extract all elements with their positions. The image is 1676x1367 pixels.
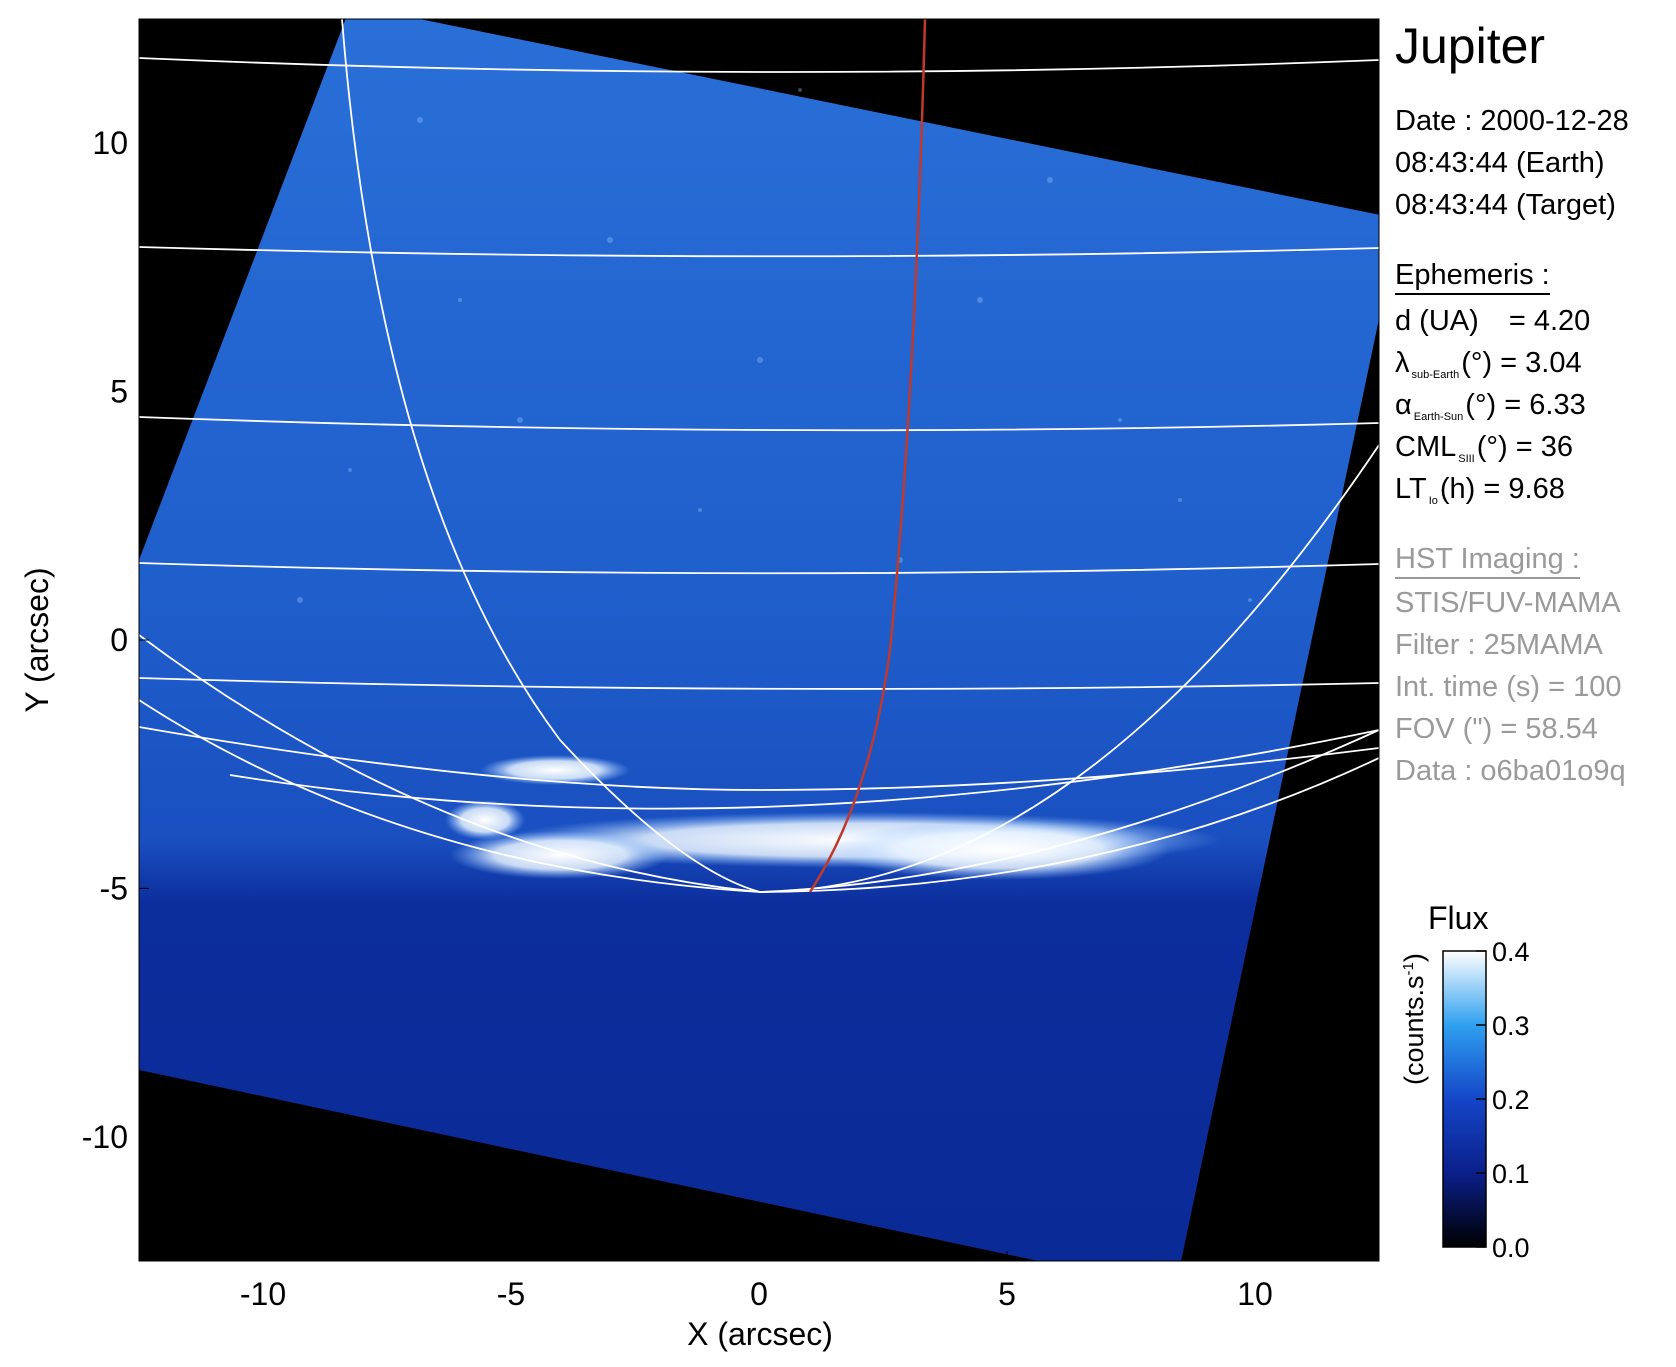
planet-title: Jupiter (1395, 18, 1546, 74)
latitude-grid (139, 57, 1379, 893)
y-axis-label: Y (arcsec) (19, 567, 55, 712)
date-line: Date : 2000-12-28 (1395, 105, 1629, 137)
y-tick-label: -10 (82, 1119, 128, 1155)
y-axis: 10 5 0 -5 -10 (82, 125, 149, 1155)
longitude-line (759, 729, 1379, 893)
ephemeris-header: Ephemeris : (1395, 258, 1550, 295)
latitude-line (139, 677, 1379, 690)
longitude-line (341, 19, 761, 893)
lt-subscript: Io (1428, 495, 1438, 507)
io-footprint-line (808, 19, 927, 893)
lambda-value: (°) = 3.04 (1461, 347, 1582, 379)
x-tick-label: 5 (998, 1276, 1016, 1312)
lambda-subscript: sub-Earth (1411, 369, 1460, 381)
latitude-line (139, 726, 1379, 791)
ephemeris-latitude: λ sub-Earth(°) = 3.04 (1395, 346, 1582, 392)
cml-subscript: SIII (1458, 453, 1475, 465)
cml-value: (°) = 36 (1476, 431, 1573, 463)
colorbar-unit-close: ) (1399, 953, 1429, 963)
hst-instrument: STIS/FUV-MAMA (1395, 587, 1621, 619)
lt-label: LT (1395, 473, 1427, 505)
x-tick-label: 0 (750, 1276, 768, 1312)
y-tick-label: -5 (100, 870, 128, 906)
ephemeris-header-text: Ephemeris : (1395, 259, 1550, 295)
x-tick-label: -10 (240, 1276, 286, 1312)
longitude-grid (139, 19, 1379, 893)
colorbar-tick-label: 0.1 (1492, 1159, 1530, 1189)
alpha-subscript: Earth-Sun (1413, 411, 1464, 423)
colorbar-unit: (counts.s-1) (1399, 953, 1430, 1085)
hst-header: HST Imaging : (1395, 542, 1580, 579)
colorbar: 0.0 0.1 0.2 0.3 0.4 (1442, 937, 1530, 1263)
x-tick-label: 10 (1237, 1276, 1273, 1312)
colorbar-title: Flux (1428, 900, 1489, 936)
x-tick-label: -5 (497, 1276, 525, 1312)
distance-value: = 4.20 (1508, 305, 1591, 337)
distance-label: d (UA) (1395, 305, 1479, 337)
cml-label: CML (1395, 431, 1457, 463)
x-axis: -10 -5 0 5 10 (240, 1251, 1273, 1312)
latitude-line (139, 562, 1379, 575)
alpha-value: (°) = 6.33 (1465, 389, 1586, 421)
colorbar-tick-label: 0.0 (1492, 1233, 1530, 1263)
lambda-symbol: λ (1395, 347, 1410, 379)
plot-area (138, 18, 1380, 1262)
hst-header-text: HST Imaging : (1395, 543, 1580, 579)
ephemeris-phase: α Earth-Sun(°) = 6.33 (1395, 388, 1586, 434)
alpha-symbol: α (1395, 389, 1412, 421)
time-target: 08:43:44 (Target) (1395, 189, 1616, 221)
hst-fov: FOV (") = 58.54 (1395, 713, 1598, 745)
hst-filter: Filter : 25MAMA (1395, 629, 1603, 661)
colorbar-ticks: 0.0 0.1 0.2 0.3 0.4 (1476, 937, 1530, 1263)
y-tick-label: 0 (110, 622, 128, 658)
ephemeris-cml: CML SIII(°) = 36 (1395, 430, 1573, 476)
ephemeris-distance: d (UA) = 4.20 (1395, 304, 1590, 338)
colorbar-tick-label: 0.3 (1492, 1011, 1530, 1041)
latitude-line (139, 57, 1379, 73)
y-tick-label: 5 (110, 374, 128, 410)
latitude-line (139, 416, 1379, 432)
hst-int-time: Int. time (s) = 100 (1395, 671, 1622, 703)
x-axis-label: X (arcsec) (687, 1316, 833, 1352)
latitude-line (139, 246, 1379, 258)
colorbar-tick-label: 0.4 (1492, 937, 1530, 967)
latitude-line (229, 729, 1379, 810)
colorbar-unit-text: (counts.s (1399, 975, 1429, 1085)
hst-image-tile (139, 19, 1379, 1261)
auroral-emission (445, 755, 1220, 880)
time-earth: 08:43:44 (Earth) (1395, 147, 1605, 179)
colorbar-unit-exponent: -1 (1400, 962, 1417, 976)
ephemeris-local-time: LT Io(h) = 9.68 (1395, 472, 1565, 518)
y-tick-label: 10 (92, 125, 128, 161)
colorbar-tick-label: 0.2 (1492, 1085, 1530, 1115)
lt-value: (h) = 9.68 (1439, 473, 1565, 505)
hst-data-id: Data : o6ba01o9q (1395, 755, 1626, 787)
